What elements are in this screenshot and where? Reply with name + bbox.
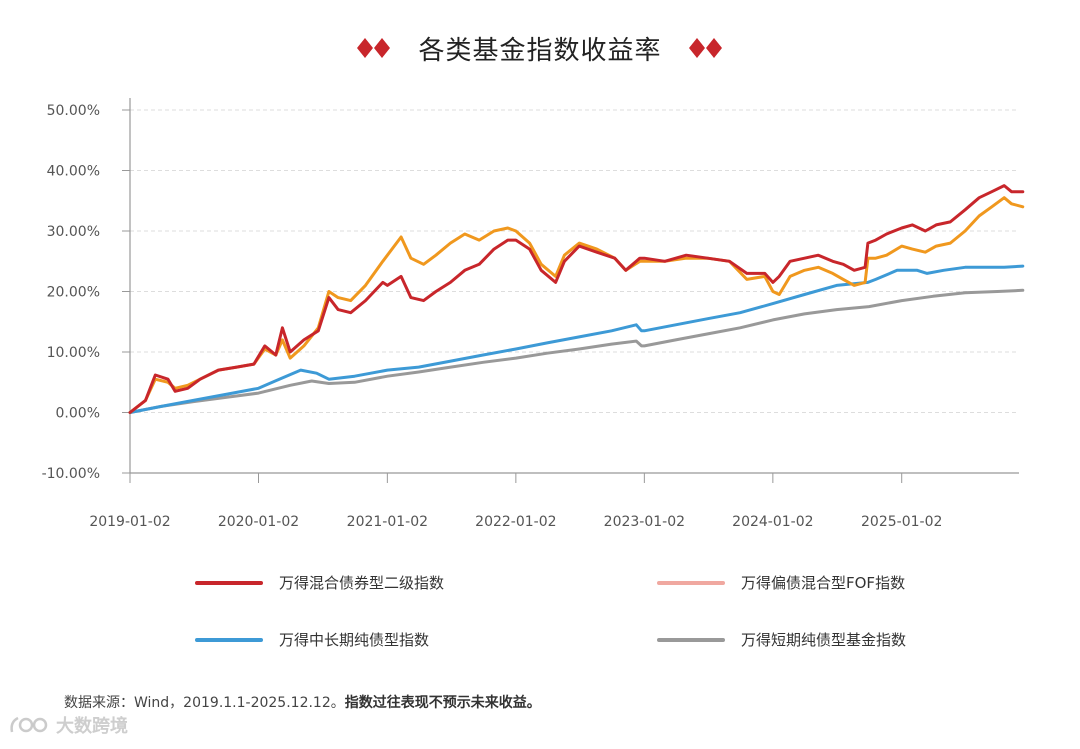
x-tick-label: 2024-01-02	[732, 514, 813, 530]
diamond-shape	[705, 38, 722, 58]
x-tick-label: 2022-01-02	[475, 514, 556, 530]
legend-swatch	[657, 637, 725, 642]
y-tick-label: 0.00%	[56, 406, 100, 422]
watermark: 大数跨境	[8, 712, 128, 738]
legend-item: 万得混合债券型二级指数	[195, 572, 444, 593]
y-tick-label: 50.00%	[47, 103, 100, 119]
series-line	[128, 288, 1025, 414]
legend-label: 万得短期纯债型基金指数	[741, 631, 907, 649]
watermark-logo-icon	[10, 716, 48, 733]
y-tick-label: 20.00%	[47, 285, 100, 301]
source-text: 数据来源：Wind，2019.1.1-2025.12.12。	[64, 695, 345, 711]
legend-item: 万得偏债混合型FOF指数	[657, 572, 905, 593]
y-tick-label: 40.00%	[47, 164, 100, 180]
y-tick-label: 30.00%	[47, 224, 100, 240]
legend-item: 万得短期纯债型基金指数	[657, 629, 906, 650]
legend-swatch	[195, 580, 263, 585]
x-tick-label: 2025-01-02	[861, 514, 942, 530]
legend-label: 万得偏债混合型FOF指数	[741, 574, 906, 592]
diamond-shape	[374, 38, 391, 58]
line-chart: 50.00% 40.00% 30.00% 20.00% 10.00% 0.00% -10.0…	[42, 98, 1025, 530]
x-tick-label: 2020-01-02	[218, 514, 299, 530]
legend-item: 万得中长期纯债型指数	[195, 629, 429, 650]
diamond-shape	[688, 38, 705, 58]
diamond-decoration-left-icon	[357, 38, 391, 58]
legend-label: 万得中长期纯债型指数	[279, 631, 430, 649]
x-tick-label: 2019-01-02	[89, 514, 170, 530]
source-note: 数据来源：Wind，2019.1.1-2025.12.12。指数过往表现不预示未…	[64, 692, 541, 712]
chart-title: 各类基金指数收益率	[418, 35, 662, 66]
y-tick-label: 10.00%	[47, 345, 100, 361]
legend-swatch	[195, 637, 263, 642]
diamond-decoration-right-icon	[688, 38, 722, 58]
series-line	[128, 184, 1025, 414]
legend-swatch	[657, 580, 725, 585]
legend-label: 万得混合债券型二级指数	[279, 574, 445, 592]
chart-title-bar: 各类基金指数收益率	[0, 24, 1080, 72]
series-line	[128, 264, 1025, 414]
y-tick-label: -10.00%	[42, 466, 100, 482]
chart-legend: 万得混合债券型二级指数 万得偏债混合型FOF指数 万得中长期纯债型指数 万得短期…	[0, 560, 1080, 660]
x-tick-label: 2021-01-02	[347, 514, 428, 530]
x-tick-label: 2023-01-02	[604, 514, 685, 530]
disclaimer-text: 指数过往表现不预示未来收益。	[344, 695, 541, 711]
series-line	[128, 196, 1025, 414]
watermark-text: 大数跨境	[56, 716, 128, 737]
diamond-shape	[357, 38, 374, 58]
